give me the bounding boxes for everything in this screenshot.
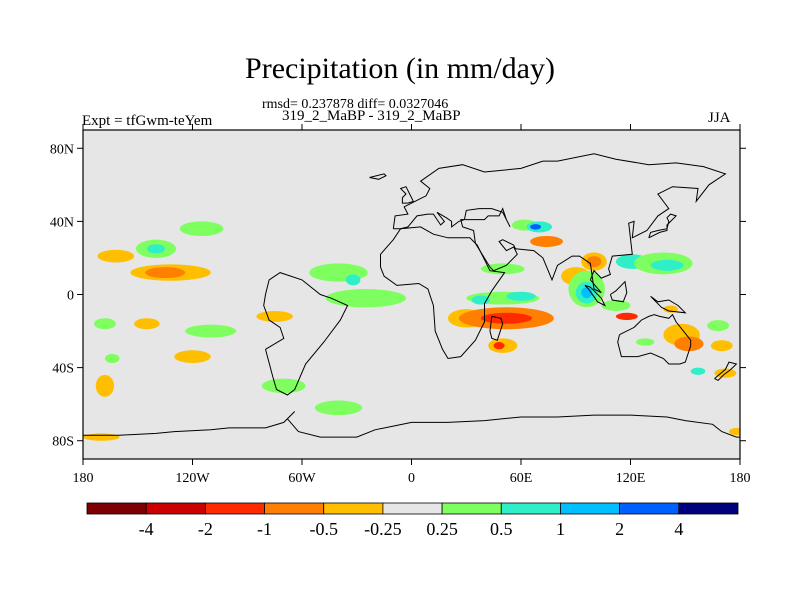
- lat-tick-label: 40N: [50, 215, 74, 230]
- anomaly-patch: [104, 353, 120, 364]
- colorbar: -4 -2 -1 -0.5 -0.25 0.25 0.5 1 2 4: [86, 502, 739, 539]
- coastline: [617, 313, 692, 365]
- colorbar-label: 0.5: [490, 519, 513, 539]
- experiment-label: Expt = tfGwm-teYem: [82, 113, 213, 129]
- lon-tick-label: 120E: [616, 471, 646, 486]
- anomaly-patch: [314, 400, 363, 416]
- anomaly-patch: [710, 340, 733, 352]
- colorbar-swatch: [382, 502, 443, 515]
- lat-tick-label: 0: [67, 289, 74, 304]
- coastline: [650, 295, 687, 314]
- lon-tick-label: 180: [730, 471, 751, 486]
- lat-tick-label: 80N: [50, 142, 74, 157]
- coastline: [83, 411, 740, 438]
- anomaly-patch: [93, 318, 116, 330]
- colorbar-swatch: [560, 502, 621, 515]
- anomaly-patch: [97, 249, 135, 263]
- plot-subtitle: 319_2_MaBP - 319_2_MaBP: [282, 108, 461, 124]
- anomaly-patch: [530, 236, 563, 247]
- anomaly-patch: [83, 433, 120, 441]
- colorbar-swatch: [323, 502, 384, 515]
- anomaly-patch: [261, 378, 306, 394]
- coastline: [369, 173, 387, 180]
- anomaly-contours: [83, 219, 740, 441]
- colorbar-label: -0.25: [364, 519, 402, 539]
- lat-tick-label: 40S: [52, 362, 74, 377]
- anomaly-patch: [690, 367, 706, 375]
- colorbar-swatch: [204, 502, 265, 515]
- lon-tick-label: 60W: [288, 471, 316, 486]
- colorbar-swatch: [86, 502, 147, 515]
- anomaly-patch: [635, 338, 655, 346]
- coastline: [714, 361, 738, 382]
- colorbar-swatch: [145, 502, 206, 515]
- colorbar-label: 0.25: [426, 519, 458, 539]
- colorbar-swatch: [678, 502, 739, 515]
- anomaly-patch: [179, 221, 224, 237]
- coastline: [609, 280, 628, 303]
- colorbar-label: -4: [139, 519, 154, 539]
- map-background: [83, 130, 740, 459]
- colorbar-swatch: [441, 502, 502, 515]
- coastline: [648, 213, 678, 239]
- anomaly-patch: [615, 312, 638, 321]
- anomaly-patch: [650, 259, 684, 271]
- anomaly-patch: [480, 263, 525, 275]
- anomaly-patch: [345, 274, 361, 286]
- coastline: [584, 284, 607, 307]
- anomaly-patch: [707, 320, 730, 332]
- colorbar-swatch: [500, 502, 561, 515]
- anomaly-patch: [95, 374, 115, 397]
- coastline: [489, 315, 504, 341]
- anomaly-patch: [586, 256, 602, 268]
- colorbar-label: 1: [556, 519, 565, 539]
- axis-ticks: 80N 40N 0 40S 80S 180 120W 60W 0 60E 120E 180: [50, 124, 751, 486]
- lon-tick-label: 180: [73, 471, 94, 486]
- colorbar-label: 2: [615, 519, 624, 539]
- anomaly-patch: [174, 350, 211, 364]
- lat-tick-label: 80S: [52, 435, 74, 450]
- coastlines: [83, 153, 740, 438]
- anomaly-patch: [506, 291, 536, 301]
- colorbar-label: -0.5: [309, 519, 338, 539]
- anomaly-patch: [729, 427, 740, 436]
- plot-title: Precipitation (in mm/day): [245, 52, 555, 85]
- colorbar-label: -2: [198, 519, 213, 539]
- anomaly-patch: [256, 310, 293, 322]
- anomaly-patch: [185, 324, 237, 338]
- coastline: [392, 153, 727, 294]
- colorbar-label: -1: [257, 519, 272, 539]
- lon-tick-label: 120W: [175, 471, 210, 486]
- anomaly-patch: [663, 305, 678, 313]
- colorbar-swatch: [619, 502, 680, 515]
- anomaly-patch: [325, 289, 407, 308]
- lon-tick-label: 0: [408, 471, 415, 486]
- coastline: [263, 272, 349, 396]
- colorbar-swatch: [264, 502, 325, 515]
- anomaly-patch: [146, 244, 166, 254]
- anomaly-patch: [493, 342, 505, 350]
- anomaly-patch: [134, 318, 160, 330]
- season-label: JJA: [708, 110, 731, 126]
- coastline: [399, 186, 414, 204]
- anomaly-patch: [471, 295, 490, 305]
- coastline: [380, 226, 506, 360]
- anomaly-patch: [601, 299, 631, 311]
- anomaly-patch: [530, 224, 542, 230]
- stats-line: rmsd= 0.237878 diff= 0.0327046: [262, 97, 449, 112]
- colorbar-label: 4: [674, 519, 683, 539]
- anomaly-patch: [480, 312, 532, 324]
- anomaly-patch: [145, 267, 186, 279]
- anomaly-patch: [674, 336, 704, 352]
- lon-tick-label: 60E: [510, 471, 533, 486]
